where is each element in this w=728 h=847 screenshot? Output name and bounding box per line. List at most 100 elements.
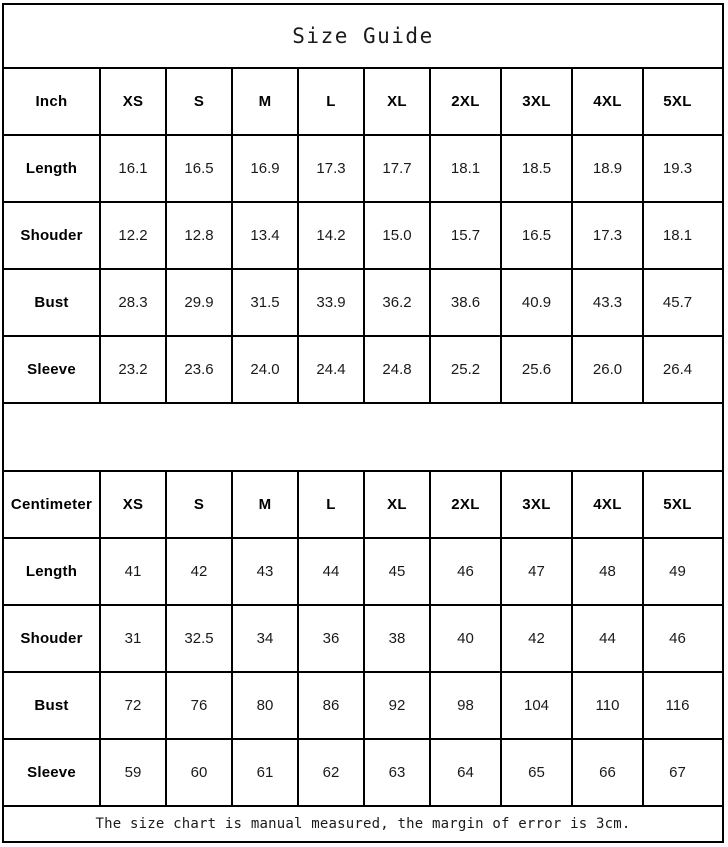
inch-sleeve-s: 23.6 bbox=[167, 337, 233, 402]
inch-shouder-m: 13.4 bbox=[233, 203, 299, 268]
inch-header-xl: XL bbox=[365, 69, 431, 134]
table-row: Length 16.1 16.5 16.9 17.3 17.7 18.1 18.… bbox=[4, 136, 722, 203]
centimeter-length-4xl: 48 bbox=[573, 539, 644, 604]
measurement-disclaimer: The size chart is manual measured, the m… bbox=[95, 816, 631, 832]
centimeter-header-m: M bbox=[233, 472, 299, 537]
inch-length-l: 17.3 bbox=[299, 136, 365, 201]
table-row: Sleeve 23.2 23.6 24.0 24.4 24.8 25.2 25.… bbox=[4, 337, 722, 402]
title-row: Size Guide bbox=[4, 5, 722, 69]
inch-header-4xl: 4XL bbox=[573, 69, 644, 134]
inch-bust-4xl: 43.3 bbox=[573, 270, 644, 335]
inch-length-5xl: 19.3 bbox=[662, 160, 693, 177]
centimeter-length-5xl: 49 bbox=[669, 563, 686, 580]
inch-sleeve-xl: 24.8 bbox=[365, 337, 431, 402]
inch-unit-header: Inch bbox=[4, 69, 101, 134]
centimeter-bust-3xl: 104 bbox=[502, 673, 573, 738]
centimeter-length-xl: 45 bbox=[365, 539, 431, 604]
size-guide-table: Size Guide Inch XS S M L XL 2XL 3XL 4XL … bbox=[2, 3, 724, 843]
centimeter-length-m: 43 bbox=[233, 539, 299, 604]
centimeter-header-3xl: 3XL bbox=[502, 472, 573, 537]
inch-length-s: 16.5 bbox=[167, 136, 233, 201]
inch-length-4xl: 18.9 bbox=[573, 136, 644, 201]
inch-length-m: 16.9 bbox=[233, 136, 299, 201]
inch-row-label-shouder: Shouder bbox=[4, 203, 101, 268]
inch-shouder-5xl: 18.1 bbox=[662, 227, 693, 244]
inch-length-xl: 17.7 bbox=[365, 136, 431, 201]
centimeter-bust-2xl: 98 bbox=[431, 673, 502, 738]
inch-header-3xl: 3XL bbox=[502, 69, 573, 134]
centimeter-shouder-5xl: 46 bbox=[669, 630, 686, 647]
centimeter-sleeve-4xl: 66 bbox=[573, 740, 644, 805]
inch-shouder-xl: 15.0 bbox=[365, 203, 431, 268]
inch-header-s: S bbox=[167, 69, 233, 134]
inch-header-row: Inch XS S M L XL 2XL 3XL 4XL 5XL bbox=[4, 69, 722, 136]
inch-bust-xl: 36.2 bbox=[365, 270, 431, 335]
centimeter-size-table: Centimeter XS S M L XL 2XL 3XL 4XL 5XL L… bbox=[4, 472, 722, 805]
inch-sleeve-2xl: 25.2 bbox=[431, 337, 502, 402]
centimeter-length-xs: 41 bbox=[101, 539, 167, 604]
centimeter-header-xs: XS bbox=[101, 472, 167, 537]
inch-sleeve-5xl: 26.4 bbox=[662, 361, 693, 378]
centimeter-bust-xl: 92 bbox=[365, 673, 431, 738]
inch-shouder-3xl: 16.5 bbox=[502, 203, 573, 268]
inch-header-m: M bbox=[233, 69, 299, 134]
centimeter-header-2xl: 2XL bbox=[431, 472, 502, 537]
inch-header-xs: XS bbox=[101, 69, 167, 134]
inch-length-3xl: 18.5 bbox=[502, 136, 573, 201]
inch-shouder-l: 14.2 bbox=[299, 203, 365, 268]
centimeter-bust-l: 86 bbox=[299, 673, 365, 738]
table-row: Bust 28.3 29.9 31.5 33.9 36.2 38.6 40.9 … bbox=[4, 270, 722, 337]
inch-length-2xl: 18.1 bbox=[431, 136, 502, 201]
centimeter-row-label-length: Length bbox=[4, 539, 101, 604]
centimeter-sleeve-2xl: 64 bbox=[431, 740, 502, 805]
centimeter-shouder-4xl: 44 bbox=[573, 606, 644, 671]
inch-shouder-xs: 12.2 bbox=[101, 203, 167, 268]
centimeter-length-3xl: 47 bbox=[502, 539, 573, 604]
centimeter-sleeve-s: 60 bbox=[167, 740, 233, 805]
centimeter-header-5xl: 5XL bbox=[663, 496, 692, 513]
centimeter-header-4xl: 4XL bbox=[573, 472, 644, 537]
centimeter-bust-m: 80 bbox=[233, 673, 299, 738]
table-separator-band bbox=[4, 402, 722, 472]
inch-bust-3xl: 40.9 bbox=[502, 270, 573, 335]
centimeter-sleeve-5xl: 67 bbox=[669, 764, 686, 781]
inch-shouder-s: 12.8 bbox=[167, 203, 233, 268]
inch-bust-m: 31.5 bbox=[233, 270, 299, 335]
centimeter-shouder-xs: 31 bbox=[101, 606, 167, 671]
inch-size-table: Inch XS S M L XL 2XL 3XL 4XL 5XL Length … bbox=[4, 69, 722, 402]
centimeter-length-s: 42 bbox=[167, 539, 233, 604]
inch-header-l: L bbox=[299, 69, 365, 134]
inch-bust-5xl: 45.7 bbox=[662, 294, 693, 311]
inch-bust-l: 33.9 bbox=[299, 270, 365, 335]
centimeter-row-label-shouder: Shouder bbox=[4, 606, 101, 671]
footer-note-row: The size chart is manual measured, the m… bbox=[4, 805, 722, 841]
centimeter-shouder-3xl: 42 bbox=[502, 606, 573, 671]
inch-sleeve-l: 24.4 bbox=[299, 337, 365, 402]
centimeter-sleeve-l: 62 bbox=[299, 740, 365, 805]
inch-header-2xl: 2XL bbox=[431, 69, 502, 134]
centimeter-sleeve-xl: 63 bbox=[365, 740, 431, 805]
centimeter-bust-xs: 72 bbox=[101, 673, 167, 738]
centimeter-bust-4xl: 110 bbox=[573, 673, 644, 738]
inch-shouder-4xl: 17.3 bbox=[573, 203, 644, 268]
centimeter-row-label-bust: Bust bbox=[4, 673, 101, 738]
inch-sleeve-3xl: 25.6 bbox=[502, 337, 573, 402]
inch-shouder-2xl: 15.7 bbox=[431, 203, 502, 268]
inch-bust-s: 29.9 bbox=[167, 270, 233, 335]
centimeter-shouder-2xl: 40 bbox=[431, 606, 502, 671]
centimeter-shouder-xl: 38 bbox=[365, 606, 431, 671]
inch-row-label-sleeve: Sleeve bbox=[4, 337, 101, 402]
inch-sleeve-xs: 23.2 bbox=[101, 337, 167, 402]
inch-bust-2xl: 38.6 bbox=[431, 270, 502, 335]
centimeter-bust-5xl: 116 bbox=[665, 697, 690, 714]
centimeter-header-l: L bbox=[299, 472, 365, 537]
table-row: Shouder 31 32.5 34 36 38 40 42 44 46 bbox=[4, 606, 722, 673]
centimeter-header-s: S bbox=[167, 472, 233, 537]
table-row: Sleeve 59 60 61 62 63 64 65 66 67 bbox=[4, 740, 722, 805]
centimeter-length-l: 44 bbox=[299, 539, 365, 604]
page-title: Size Guide bbox=[292, 24, 434, 48]
inch-header-5xl: 5XL bbox=[663, 93, 692, 110]
centimeter-row-label-sleeve: Sleeve bbox=[4, 740, 101, 805]
centimeter-sleeve-3xl: 65 bbox=[502, 740, 573, 805]
table-row: Length 41 42 43 44 45 46 47 48 49 bbox=[4, 539, 722, 606]
